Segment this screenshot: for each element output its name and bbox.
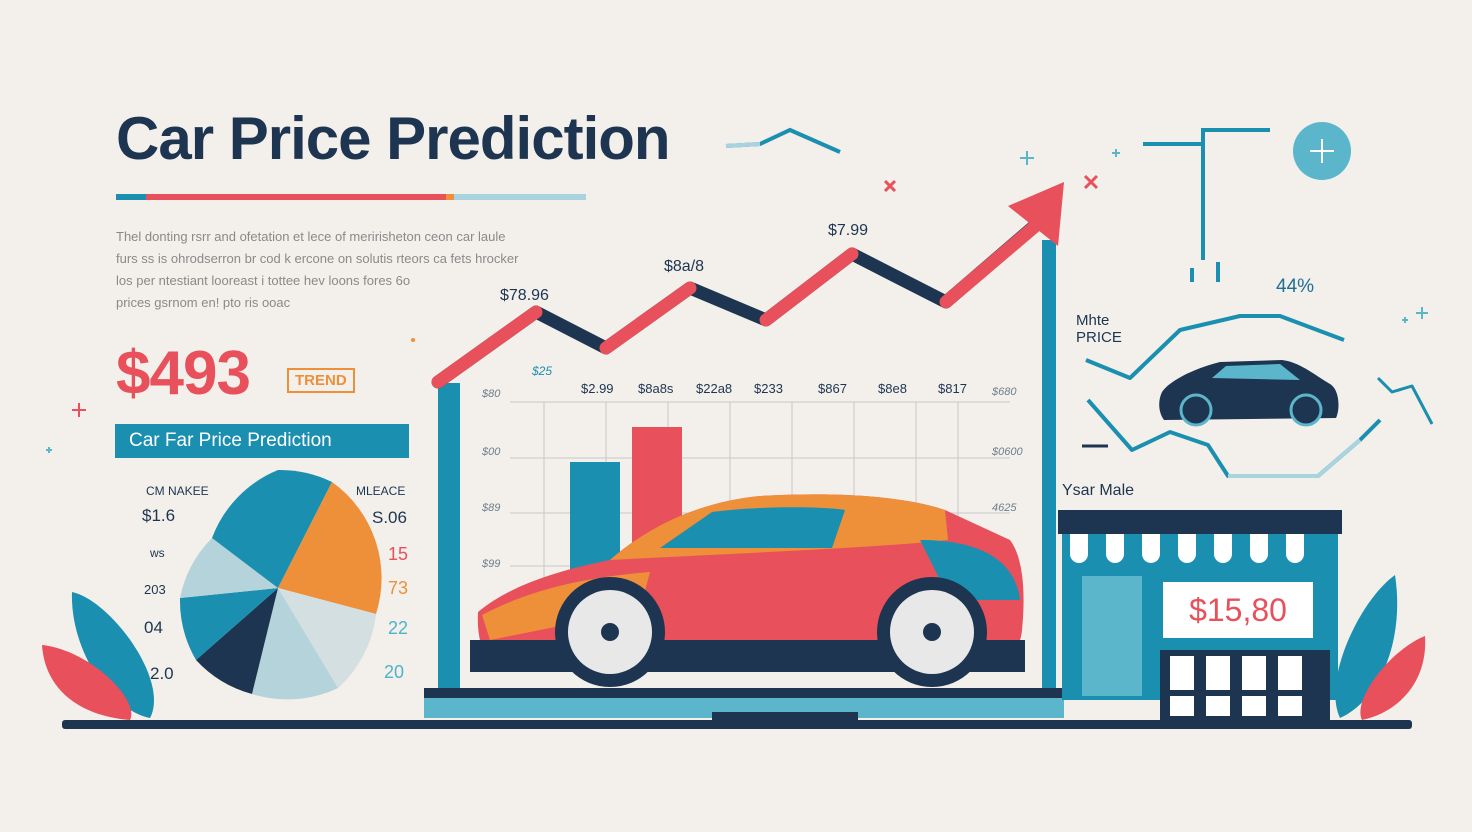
pie-right-value: 22 [388, 618, 409, 638]
trend-badge: TREND [287, 368, 355, 393]
year-make-label: Ysar Male [1062, 482, 1135, 499]
trend-peak-label: $78.96 [500, 287, 549, 304]
bar-top-label: $817 [938, 381, 967, 396]
side-label-line: Mhte [1076, 312, 1110, 329]
bar-top-label: $22a8 [696, 381, 733, 396]
pie-left-value: 2.0 [150, 664, 174, 683]
prediction-banner: Car Far Price Prediction [115, 424, 409, 458]
intro-line: furs ss is ohrodserron br cod k ercone o… [116, 251, 519, 266]
axis-label: $80 [482, 388, 501, 400]
pie-left-value: 203 [144, 582, 166, 597]
intro-line: Thel donting rsrr and ofetation et lece … [116, 229, 506, 244]
pie-right-value: S.06 [372, 508, 407, 527]
side-label-line: PRICE [1076, 329, 1122, 346]
sparkle-icon [46, 149, 1428, 453]
pie-right-value: 73 [388, 578, 409, 598]
axis-label: $00 [482, 446, 501, 458]
pie-chart [179, 469, 382, 700]
side-label: Mhte PRICE [1076, 312, 1122, 346]
pie-left-value: 04 [144, 618, 163, 637]
title-underline [116, 194, 586, 200]
pie-right-value: 20 [384, 662, 405, 682]
trend-arrow-icon [431, 182, 1064, 389]
suv-icon [1159, 360, 1339, 427]
axis-label: $25 [532, 364, 553, 378]
car-icon [470, 494, 1025, 687]
bar-top-label: $8e8 [878, 381, 907, 396]
axis-label: 4625 [992, 502, 1017, 514]
store-price-tag: $15,80 [1163, 582, 1313, 638]
intro-line: los per ntestiant looreast i tottee hev … [116, 273, 411, 288]
intro-paragraph: Thel donting rsrr and ofetation et lece … [116, 226, 586, 314]
axis-label: $680 [992, 386, 1017, 398]
plus-circle-icon [1293, 122, 1351, 180]
big-price-value: $493 [116, 339, 251, 408]
bar-top-label: $8a8s [638, 381, 674, 396]
axis-label: $99 [482, 558, 501, 570]
axis-label: $89 [482, 502, 501, 514]
page-title: Car Price Prediction [116, 105, 671, 172]
bar-top-label: $233 [754, 381, 783, 396]
percent-label: 44% [1276, 276, 1315, 297]
bar-top-label: $867 [818, 381, 847, 396]
bar-top-label: $2.99 [581, 381, 614, 396]
squiggle-icon [725, 127, 841, 154]
pie-left-value: $1.6 [142, 506, 176, 525]
intro-line: prices gsrnom en! pto ris ooac [116, 295, 291, 310]
pie-left-value: ws [150, 546, 165, 560]
leaf-icon [42, 575, 1426, 720]
pie-right-header: MLEACE [356, 484, 406, 498]
trend-peak-label: $7.99 [828, 222, 869, 239]
pie-right-value: 15 [388, 544, 409, 564]
pie-left-header: CM NAKEE [146, 484, 209, 498]
axis-label: $0600 [992, 446, 1023, 458]
trend-peak-label: $8a/8 [664, 258, 705, 275]
store-icon [1058, 510, 1342, 720]
